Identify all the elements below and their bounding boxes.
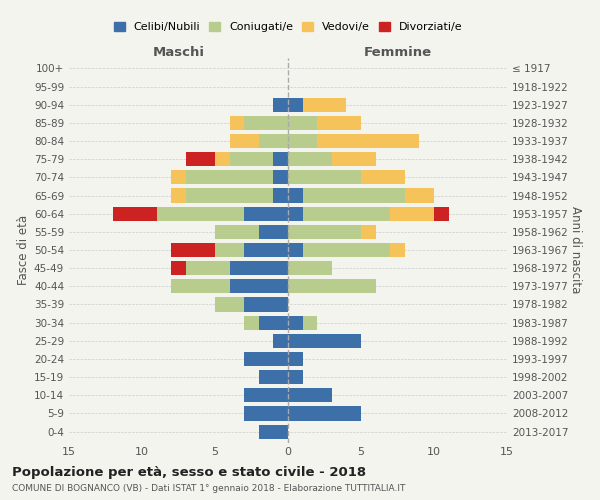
Bar [302, 316, 317, 330]
Bar [274, 98, 288, 112]
Bar [244, 352, 288, 366]
Bar [302, 98, 346, 112]
Bar [361, 170, 405, 184]
Bar [317, 116, 361, 130]
Bar [288, 170, 361, 184]
Bar [259, 316, 288, 330]
Bar [288, 98, 302, 112]
Bar [288, 334, 361, 348]
Bar [288, 206, 302, 221]
Bar [288, 134, 317, 148]
Text: COMUNE DI BOGNANCO (VB) - Dati ISTAT 1° gennaio 2018 - Elaborazione TUTTITALIA.I: COMUNE DI BOGNANCO (VB) - Dati ISTAT 1° … [12, 484, 406, 493]
Bar [230, 134, 259, 148]
Bar [230, 152, 274, 166]
Bar [390, 206, 434, 221]
Text: Popolazione per età, sesso e stato civile - 2018: Popolazione per età, sesso e stato civil… [12, 466, 366, 479]
Bar [113, 206, 157, 221]
Bar [244, 243, 288, 257]
Bar [215, 152, 230, 166]
Bar [171, 170, 186, 184]
Bar [230, 116, 244, 130]
Bar [171, 188, 186, 202]
Bar [288, 279, 376, 293]
Bar [186, 152, 215, 166]
Bar [244, 206, 288, 221]
Bar [259, 225, 288, 239]
Bar [405, 188, 434, 202]
Bar [157, 206, 244, 221]
Bar [288, 316, 302, 330]
Bar [317, 134, 419, 148]
Bar [171, 279, 230, 293]
Bar [288, 188, 302, 202]
Bar [259, 424, 288, 438]
Bar [215, 298, 244, 312]
Bar [230, 279, 288, 293]
Bar [244, 316, 259, 330]
Bar [361, 225, 376, 239]
Bar [332, 152, 376, 166]
Bar [288, 243, 302, 257]
Bar [274, 188, 288, 202]
Bar [274, 334, 288, 348]
Bar [244, 388, 288, 402]
Bar [288, 261, 332, 275]
Bar [302, 243, 390, 257]
Bar [288, 370, 302, 384]
Bar [274, 170, 288, 184]
Bar [230, 261, 288, 275]
Bar [259, 370, 288, 384]
Bar [288, 116, 317, 130]
Bar [244, 298, 288, 312]
Bar [215, 243, 244, 257]
Bar [288, 225, 361, 239]
Bar [259, 134, 288, 148]
Bar [434, 206, 449, 221]
Text: Femmine: Femmine [364, 46, 431, 60]
Bar [171, 243, 215, 257]
Bar [288, 406, 361, 420]
Bar [302, 206, 390, 221]
Bar [215, 225, 259, 239]
Bar [302, 188, 405, 202]
Bar [186, 261, 230, 275]
Bar [186, 188, 274, 202]
Bar [288, 152, 332, 166]
Y-axis label: Anni di nascita: Anni di nascita [569, 206, 583, 294]
Y-axis label: Fasce di età: Fasce di età [17, 215, 30, 285]
Bar [274, 152, 288, 166]
Legend: Celibi/Nubili, Coniugati/e, Vedovi/e, Divorziati/e: Celibi/Nubili, Coniugati/e, Vedovi/e, Di… [110, 19, 466, 36]
Bar [288, 352, 302, 366]
Bar [171, 261, 186, 275]
Bar [186, 170, 274, 184]
Bar [244, 406, 288, 420]
Bar [244, 116, 288, 130]
Text: Maschi: Maschi [152, 46, 205, 60]
Bar [288, 388, 332, 402]
Bar [390, 243, 405, 257]
